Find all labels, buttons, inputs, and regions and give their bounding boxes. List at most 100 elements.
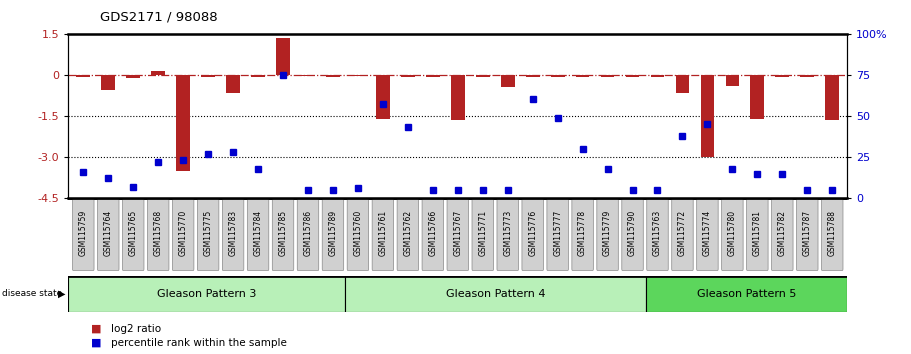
- Bar: [825, 75, 839, 120]
- FancyBboxPatch shape: [422, 199, 444, 270]
- Bar: [376, 75, 390, 119]
- Bar: [226, 75, 240, 93]
- FancyBboxPatch shape: [747, 199, 768, 270]
- Text: GSM115762: GSM115762: [404, 210, 413, 256]
- FancyBboxPatch shape: [122, 199, 144, 270]
- Text: GSM115771: GSM115771: [478, 210, 487, 256]
- Text: GSM115764: GSM115764: [104, 210, 113, 256]
- FancyBboxPatch shape: [297, 199, 319, 270]
- FancyBboxPatch shape: [497, 199, 518, 270]
- Bar: [77, 75, 90, 77]
- Text: GSM115781: GSM115781: [752, 210, 762, 256]
- FancyBboxPatch shape: [73, 199, 94, 270]
- Text: log2 ratio: log2 ratio: [111, 324, 161, 333]
- Bar: [576, 75, 589, 77]
- Bar: [426, 75, 440, 77]
- Text: GSM115773: GSM115773: [503, 210, 512, 256]
- Bar: [676, 75, 690, 93]
- Text: Gleason Pattern 3: Gleason Pattern 3: [157, 289, 256, 299]
- Bar: [101, 75, 115, 90]
- FancyBboxPatch shape: [697, 199, 718, 270]
- FancyBboxPatch shape: [472, 199, 494, 270]
- Bar: [626, 75, 640, 77]
- Text: GSM115770: GSM115770: [179, 210, 188, 256]
- Text: GSM115784: GSM115784: [253, 210, 262, 256]
- FancyBboxPatch shape: [622, 199, 643, 270]
- FancyBboxPatch shape: [222, 199, 244, 270]
- Text: GSM115775: GSM115775: [204, 210, 212, 256]
- Bar: [476, 75, 489, 77]
- Text: GSM115787: GSM115787: [803, 210, 812, 256]
- FancyBboxPatch shape: [373, 199, 394, 270]
- Bar: [401, 75, 415, 77]
- Bar: [801, 75, 814, 77]
- FancyBboxPatch shape: [347, 199, 369, 270]
- Text: Gleason Pattern 5: Gleason Pattern 5: [697, 289, 796, 299]
- Text: ■: ■: [91, 324, 102, 333]
- FancyBboxPatch shape: [97, 199, 119, 270]
- Text: GSM115765: GSM115765: [128, 210, 138, 256]
- Bar: [151, 72, 165, 75]
- Bar: [751, 75, 764, 119]
- Text: GSM115774: GSM115774: [703, 210, 711, 256]
- FancyBboxPatch shape: [247, 199, 269, 270]
- Text: GSM115759: GSM115759: [79, 210, 87, 256]
- FancyBboxPatch shape: [148, 199, 169, 270]
- Text: GSM115789: GSM115789: [329, 210, 337, 256]
- Text: GSM115783: GSM115783: [229, 210, 238, 256]
- Text: ▶: ▶: [58, 289, 66, 299]
- Bar: [650, 75, 664, 77]
- Text: GSM115776: GSM115776: [528, 210, 537, 256]
- FancyBboxPatch shape: [671, 199, 693, 270]
- FancyBboxPatch shape: [322, 199, 343, 270]
- Bar: [775, 75, 789, 77]
- Bar: [501, 75, 515, 87]
- FancyBboxPatch shape: [722, 199, 743, 270]
- FancyBboxPatch shape: [447, 199, 468, 270]
- FancyBboxPatch shape: [572, 199, 593, 270]
- Text: GSM115782: GSM115782: [778, 210, 787, 256]
- Text: GSM115768: GSM115768: [154, 210, 163, 256]
- Text: percentile rank within the sample: percentile rank within the sample: [111, 338, 287, 348]
- Text: GSM115790: GSM115790: [628, 210, 637, 256]
- Bar: [68, 276, 344, 312]
- FancyBboxPatch shape: [172, 199, 194, 270]
- Bar: [276, 38, 290, 75]
- Bar: [351, 75, 364, 76]
- Text: GSM115772: GSM115772: [678, 210, 687, 256]
- Bar: [600, 75, 614, 77]
- FancyBboxPatch shape: [822, 199, 843, 270]
- Text: GSM115767: GSM115767: [454, 210, 462, 256]
- FancyBboxPatch shape: [522, 199, 543, 270]
- Bar: [451, 75, 465, 120]
- FancyBboxPatch shape: [647, 199, 669, 270]
- Text: GDS2171 / 98088: GDS2171 / 98088: [100, 11, 218, 24]
- Text: GSM115780: GSM115780: [728, 210, 737, 256]
- Bar: [201, 75, 215, 77]
- Text: GSM115761: GSM115761: [378, 210, 387, 256]
- Text: GSM115777: GSM115777: [553, 210, 562, 256]
- Text: Gleason Pattern 4: Gleason Pattern 4: [445, 289, 545, 299]
- Bar: [701, 75, 714, 157]
- Text: GSM115788: GSM115788: [828, 210, 836, 256]
- Bar: [302, 75, 315, 76]
- Text: GSM115763: GSM115763: [653, 210, 662, 256]
- FancyBboxPatch shape: [397, 199, 418, 270]
- Bar: [251, 75, 265, 77]
- FancyBboxPatch shape: [772, 199, 793, 270]
- Text: ■: ■: [91, 338, 102, 348]
- FancyBboxPatch shape: [547, 199, 568, 270]
- Text: GSM115786: GSM115786: [303, 210, 312, 256]
- FancyBboxPatch shape: [597, 199, 619, 270]
- Bar: [344, 276, 646, 312]
- Bar: [326, 75, 340, 77]
- Bar: [646, 276, 847, 312]
- Bar: [177, 75, 190, 171]
- FancyBboxPatch shape: [198, 199, 219, 270]
- Text: GSM115779: GSM115779: [603, 210, 612, 256]
- Text: GSM115766: GSM115766: [428, 210, 437, 256]
- Bar: [551, 75, 565, 77]
- Text: GSM115778: GSM115778: [578, 210, 587, 256]
- Bar: [725, 75, 739, 86]
- Bar: [526, 75, 539, 77]
